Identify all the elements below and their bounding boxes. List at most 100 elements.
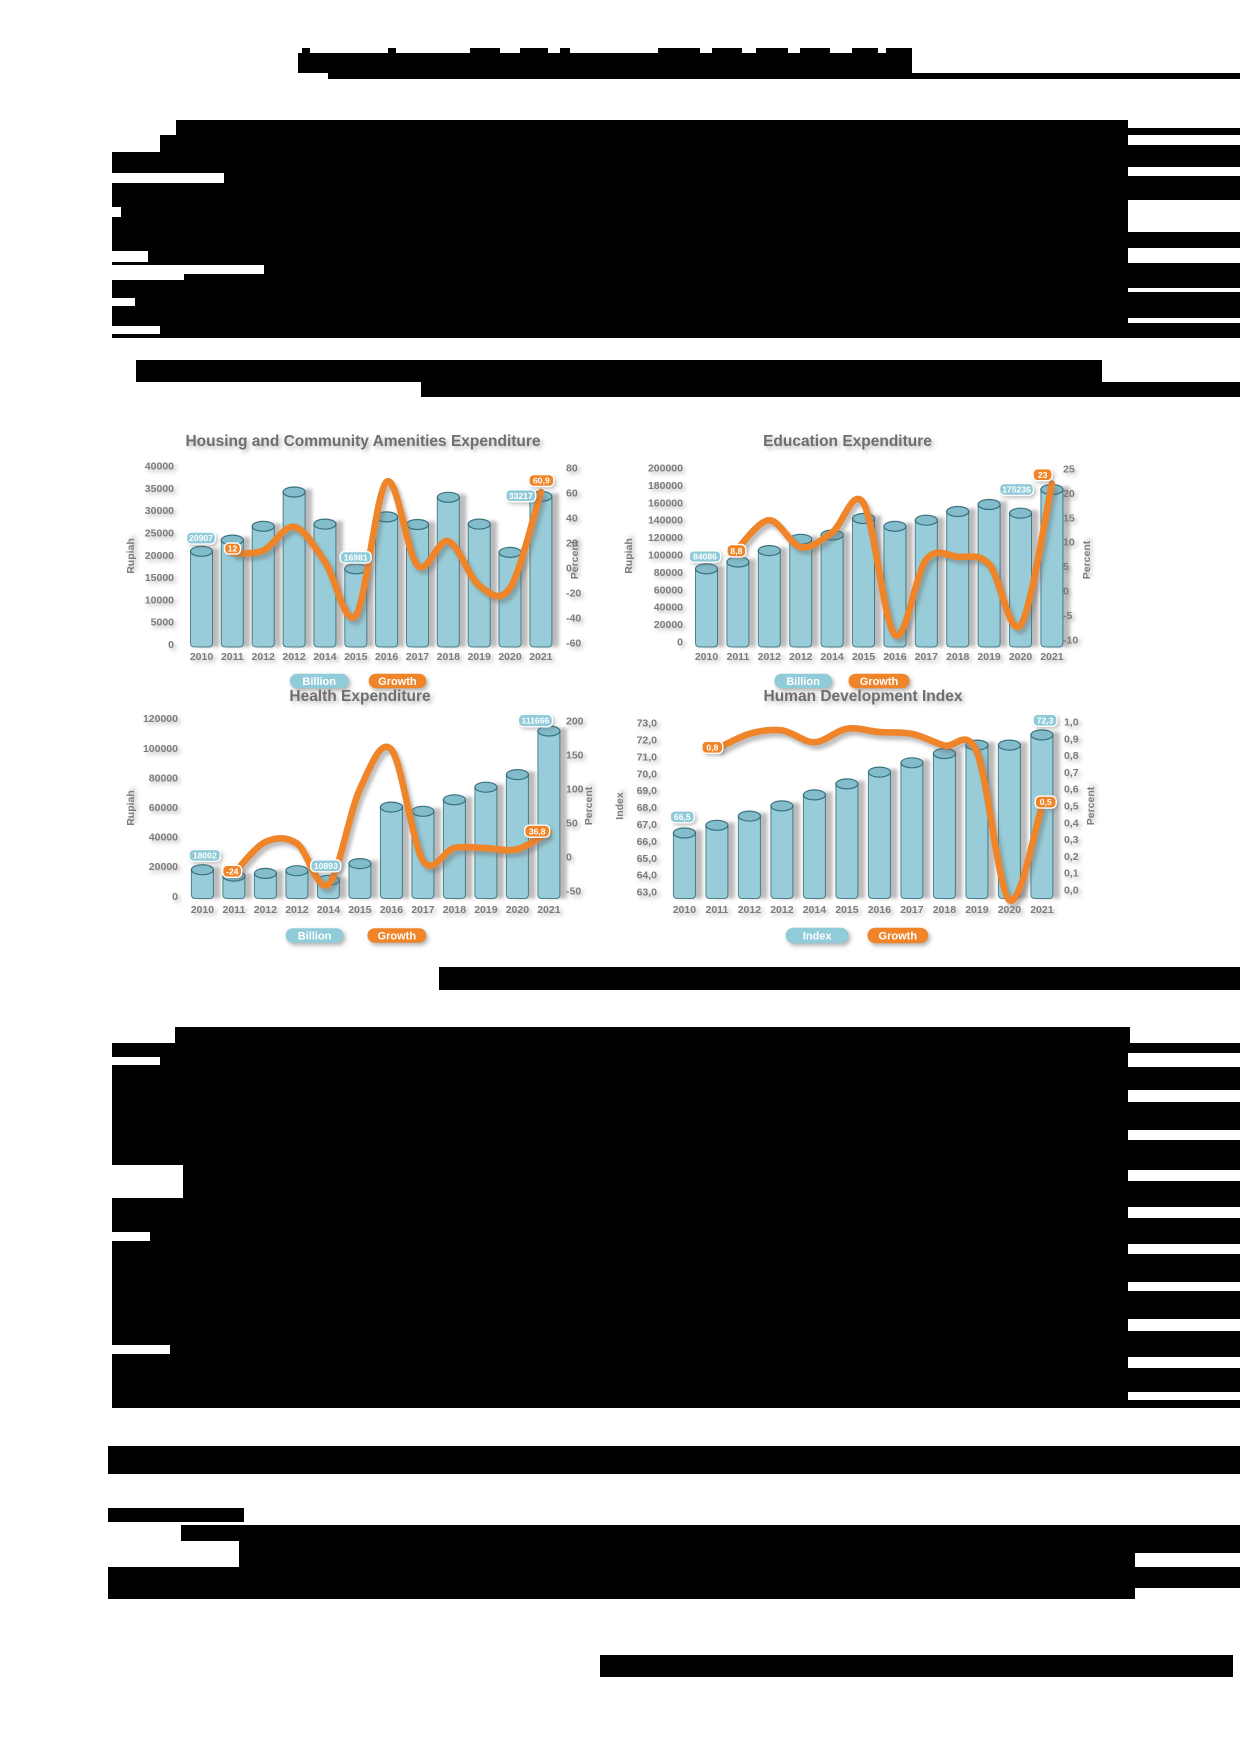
svg-text:65,0: 65,0	[639, 855, 660, 867]
svg-text:-5: -5	[1063, 610, 1072, 622]
svg-text:2020: 2020	[498, 651, 522, 663]
svg-text:2012: 2012	[760, 654, 784, 666]
svg-text:1,0: 1,0	[1067, 719, 1082, 731]
svg-text:0: 0	[1063, 586, 1069, 598]
svg-text:63,0: 63,0	[637, 887, 658, 899]
svg-text:Health Expenditure: Health Expenditure	[289, 688, 431, 705]
svg-text:2017: 2017	[915, 651, 939, 663]
svg-text:12: 12	[228, 544, 238, 554]
svg-text:2018: 2018	[439, 654, 463, 666]
svg-text:2012: 2012	[738, 904, 762, 916]
svg-text:40000: 40000	[151, 834, 180, 846]
svg-text:Rupiah: Rupiah	[125, 538, 137, 574]
svg-text:68,0: 68,0	[637, 802, 658, 814]
svg-text:67,0: 67,0	[637, 819, 658, 831]
svg-text:36,8: 36,8	[529, 826, 546, 836]
svg-text:2016: 2016	[883, 651, 907, 663]
svg-text:72,3: 72,3	[1037, 715, 1054, 725]
svg-text:10000: 10000	[147, 597, 176, 609]
svg-text:8,8: 8,8	[730, 546, 742, 556]
svg-text:Percent: Percent	[572, 538, 584, 577]
svg-text:Housing and Community Amenitie: Housing and Community Amenities Expendit…	[188, 436, 543, 453]
svg-text:73,0: 73,0	[639, 720, 660, 732]
svg-text:0: 0	[1066, 588, 1072, 600]
svg-text:Billion: Billion	[298, 930, 332, 942]
svg-text:15: 15	[1063, 512, 1075, 524]
svg-text:Human Development Index: Human Development Index	[766, 691, 965, 708]
svg-text:-40: -40	[569, 615, 584, 627]
svg-text:100000: 100000	[650, 552, 685, 564]
svg-text:15000: 15000	[147, 575, 176, 587]
svg-text:2021: 2021	[537, 904, 561, 916]
svg-text:2012: 2012	[740, 907, 764, 919]
svg-text:0,6: 0,6	[1067, 786, 1082, 798]
svg-text:2011: 2011	[729, 654, 752, 666]
svg-text:140000: 140000	[648, 515, 683, 527]
svg-text:2015: 2015	[838, 907, 862, 919]
svg-text:2019: 2019	[477, 907, 501, 919]
svg-text:Percent: Percent	[586, 784, 598, 823]
svg-text:160000: 160000	[648, 497, 683, 509]
svg-text:25: 25	[1063, 464, 1075, 476]
svg-text:1,0: 1,0	[1064, 717, 1079, 729]
svg-text:25000: 25000	[147, 530, 176, 542]
svg-text:2014: 2014	[820, 651, 844, 663]
svg-text:2019: 2019	[470, 654, 494, 666]
svg-text:2012: 2012	[285, 654, 309, 666]
svg-text:100000: 100000	[145, 745, 180, 757]
svg-text:Percent: Percent	[1088, 784, 1100, 823]
svg-text:Education Expenditure: Education Expenditure	[766, 436, 935, 453]
svg-text:2015: 2015	[835, 904, 859, 916]
svg-text:Human Development Index: Human Development Index	[764, 688, 963, 705]
svg-text:2015: 2015	[852, 651, 876, 663]
svg-text:2019: 2019	[968, 907, 992, 919]
svg-text:40000: 40000	[145, 461, 174, 473]
svg-text:16981: 16981	[344, 552, 368, 562]
svg-text:2010: 2010	[695, 651, 719, 663]
svg-text:0,8: 0,8	[1067, 753, 1082, 765]
svg-text:2016: 2016	[380, 904, 404, 916]
svg-text:40000: 40000	[654, 602, 683, 614]
svg-text:73,0: 73,0	[637, 718, 658, 730]
svg-text:111666: 111666	[522, 716, 550, 726]
svg-text:0,6: 0,6	[1064, 784, 1079, 796]
svg-text:Rupiah: Rupiah	[623, 538, 635, 574]
svg-text:160000: 160000	[650, 500, 685, 512]
svg-text:30000: 30000	[145, 505, 174, 517]
svg-text:2011: 2011	[708, 907, 731, 919]
svg-text:2016: 2016	[375, 651, 399, 663]
svg-text:2020: 2020	[1000, 907, 1024, 919]
svg-text:2010: 2010	[675, 907, 699, 919]
svg-text:-60: -60	[566, 638, 581, 650]
svg-text:2012: 2012	[758, 651, 782, 663]
svg-text:72,0: 72,0	[637, 735, 658, 747]
svg-text:40000: 40000	[147, 463, 176, 475]
svg-text:2016: 2016	[870, 907, 894, 919]
svg-text:65,0: 65,0	[637, 853, 658, 865]
svg-text:2015: 2015	[351, 907, 375, 919]
svg-text:180000: 180000	[648, 480, 683, 492]
svg-text:2012: 2012	[254, 654, 278, 666]
svg-text:-50: -50	[569, 888, 584, 900]
svg-text:2018: 2018	[933, 904, 957, 916]
svg-text:60000: 60000	[151, 805, 180, 817]
svg-text:2011: 2011	[225, 907, 248, 919]
svg-text:0,5: 0,5	[1064, 801, 1079, 813]
svg-text:0,9: 0,9	[1064, 733, 1079, 745]
svg-text:72,0: 72,0	[639, 737, 660, 749]
svg-text:23: 23	[1038, 470, 1048, 480]
svg-text:60000: 60000	[656, 587, 685, 599]
svg-text:2017: 2017	[408, 654, 432, 666]
svg-text:0,4: 0,4	[1064, 817, 1079, 829]
svg-text:70,0: 70,0	[639, 771, 660, 783]
svg-text:2011: 2011	[706, 904, 729, 916]
svg-text:64,0: 64,0	[639, 872, 660, 884]
svg-text:100000: 100000	[648, 550, 683, 562]
svg-text:2014: 2014	[823, 654, 847, 666]
svg-text:Growth: Growth	[378, 930, 417, 942]
svg-text:63,0: 63,0	[639, 889, 660, 901]
svg-text:-20: -20	[566, 588, 581, 600]
svg-text:2012: 2012	[288, 907, 312, 919]
svg-text:35000: 35000	[147, 485, 176, 497]
svg-text:2018: 2018	[445, 907, 469, 919]
